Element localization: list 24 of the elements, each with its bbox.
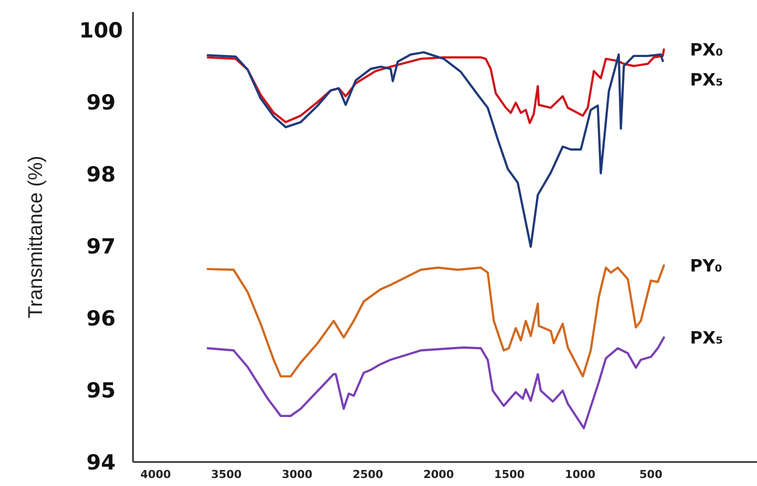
series-label: PX₅ <box>690 70 724 90</box>
y-tick-label: 98 <box>86 162 116 186</box>
y-tick-label: 94 <box>86 450 116 474</box>
x-tick-label: 3500 <box>211 468 242 481</box>
line-series <box>206 336 665 430</box>
series-label: PX₀ <box>690 40 724 60</box>
y-tick-label: 95 <box>86 378 116 402</box>
x-tick-label: 1500 <box>494 468 526 481</box>
x-tick-label: 4000 <box>140 468 172 481</box>
x-tick-label: 2000 <box>423 468 454 481</box>
y-axis-title: Transmittance (%) <box>25 156 47 318</box>
series-label: PY₀ <box>690 256 722 276</box>
x-tick-label: 3000 <box>282 468 313 481</box>
series-label: PX₅ <box>690 328 724 348</box>
y-tick-label: 100 <box>79 18 123 42</box>
line-series <box>206 48 665 124</box>
x-tick-label: 1000 <box>564 468 596 481</box>
x-tick-label: 500 <box>639 468 663 481</box>
line-series <box>206 264 665 378</box>
x-tick-label: 2500 <box>352 468 384 481</box>
y-tick-label: 97 <box>86 234 116 258</box>
y-tick-label: 99 <box>86 90 116 114</box>
line-series <box>206 51 664 248</box>
y-tick-label: 96 <box>86 306 116 330</box>
